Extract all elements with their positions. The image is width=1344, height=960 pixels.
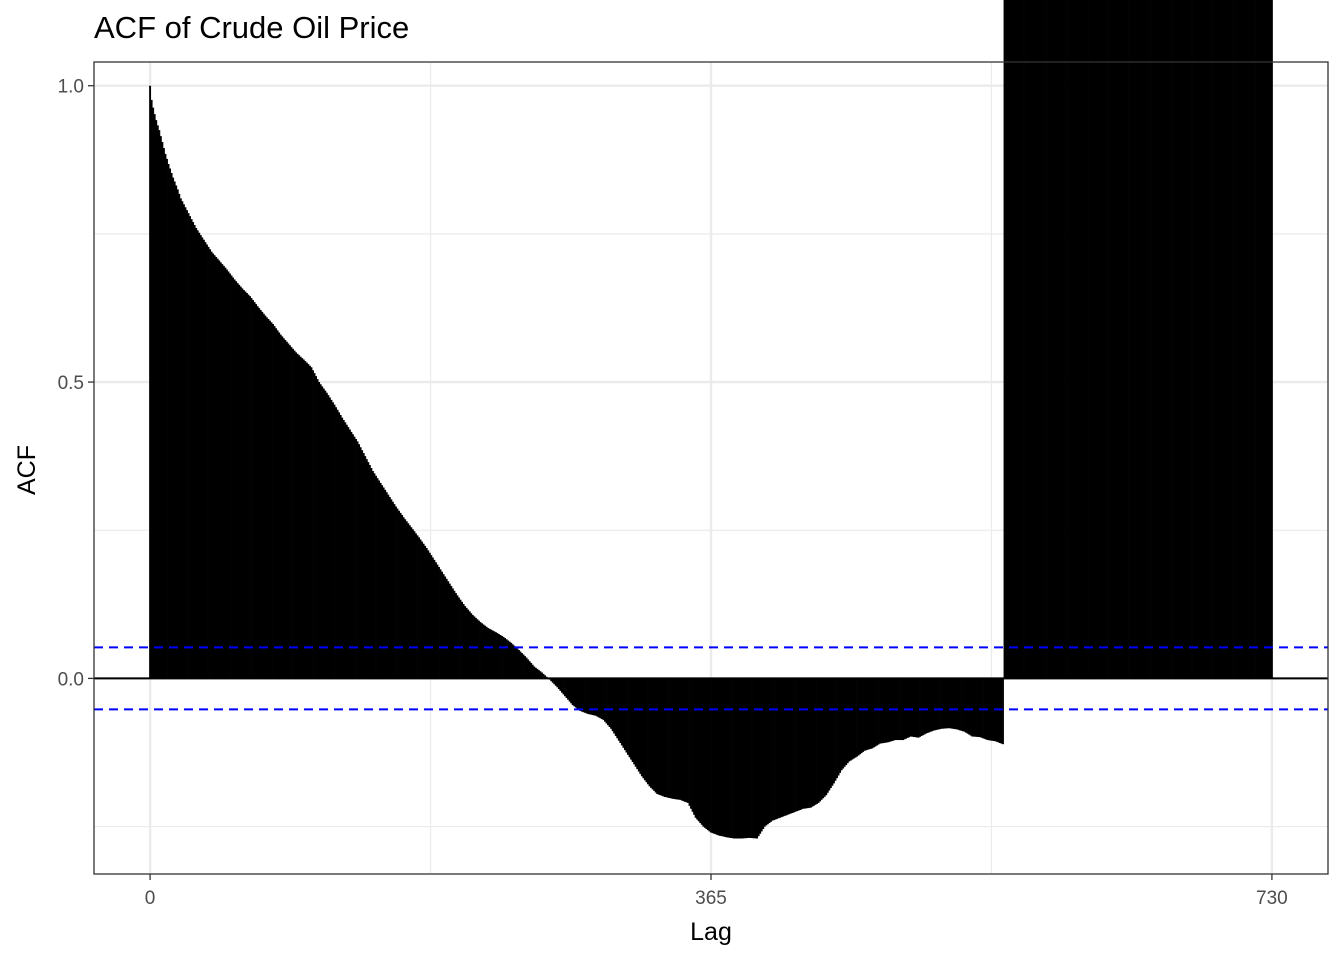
reference-lines [94,646,1328,711]
y-axis-title: ACF [13,445,41,495]
x-axis-title: Lag [690,918,732,946]
x-tick-label: 730 [1256,888,1288,909]
x-tick-label: 0 [145,888,156,909]
chart-title: ACF of Crude Oil Price [94,10,409,45]
x-tick-label: 365 [695,888,727,909]
y-tick-label: 0.0 [58,669,84,690]
y-tick-label: 1.0 [58,77,84,98]
y-axis-ticks: 0.0 0.5 1.0 [58,77,94,690]
acf-bars [149,0,1273,839]
x-axis-ticks: 0 365 730 [145,874,1288,909]
y-tick-label: 0.5 [58,373,84,394]
